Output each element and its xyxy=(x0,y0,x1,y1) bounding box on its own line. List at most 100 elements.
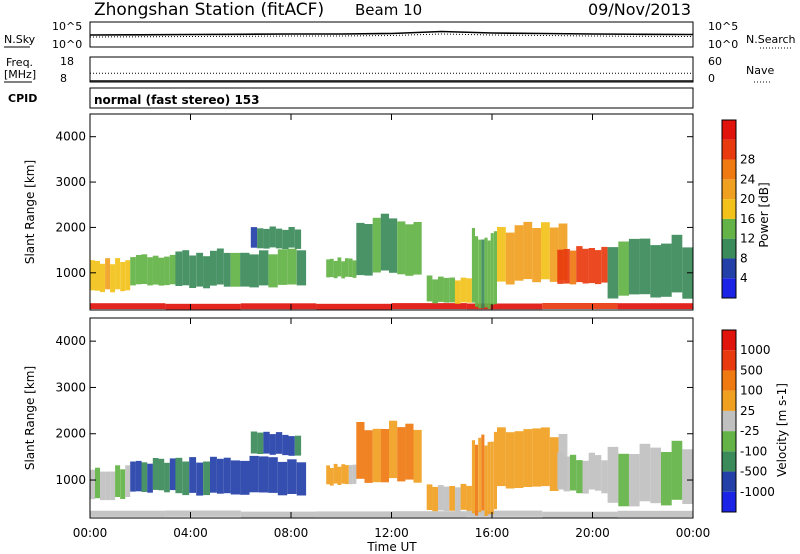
scatter-cell xyxy=(175,251,183,286)
scatter-cell xyxy=(263,228,270,249)
colorbar-swatch xyxy=(722,330,736,351)
scatter-cell xyxy=(389,218,398,273)
power-scatter xyxy=(90,213,693,310)
scatter-cell xyxy=(326,259,330,278)
scatter-cell xyxy=(438,485,444,511)
scatter-cell xyxy=(582,248,589,284)
scatter-cell xyxy=(356,222,365,276)
scatter-cell xyxy=(405,224,414,276)
scatter-cell xyxy=(282,229,289,250)
scatter-cell xyxy=(563,249,570,284)
scatter-cell xyxy=(341,261,346,279)
freq-tick-bottom: 8 xyxy=(60,72,67,85)
colorbar-swatch xyxy=(722,258,736,279)
frequency-panel: Freq. [MHz] 18 8 60 0 Nave xyxy=(4,55,774,85)
nave-tick-top: 60 xyxy=(708,55,722,68)
scatter-cell xyxy=(475,444,479,516)
scatter-cell xyxy=(130,461,136,492)
scatter-cell xyxy=(443,277,450,303)
noise-panel: N.Sky 10^5 10^0 10^5 10^0 N.Search xyxy=(4,20,796,51)
velocity-panel: 1000 2000 3000 4000 Slant Range [km] 1000 50… xyxy=(23,317,789,519)
scatter-cell xyxy=(316,303,392,310)
colorbar-tick-label: 20 xyxy=(740,192,755,206)
scatter-cell xyxy=(100,263,105,293)
colorbar-swatch xyxy=(722,471,736,492)
scatter-cell xyxy=(90,303,166,310)
scatter-cell xyxy=(487,240,491,309)
time-tick-label: 16:00 xyxy=(475,526,510,540)
scatter-cell xyxy=(95,261,100,291)
scatter-cell xyxy=(250,227,258,248)
y-tick-label: 4000 xyxy=(55,130,86,144)
scatter-cell xyxy=(175,457,183,494)
scatter-cell xyxy=(364,224,373,276)
scatter-cell xyxy=(466,278,472,303)
scatter-cell xyxy=(576,460,583,494)
scatter-cell xyxy=(282,434,289,456)
scatter-cell xyxy=(542,511,618,518)
scatter-cell xyxy=(601,460,608,494)
scatter-cell xyxy=(240,460,250,495)
scatter-cell xyxy=(356,422,365,479)
scatter-cell xyxy=(196,252,204,287)
scatter-cell xyxy=(481,434,485,511)
colorbar-swatch xyxy=(722,139,736,160)
scatter-cell xyxy=(259,250,269,286)
velocity-scatter xyxy=(90,420,693,518)
scatter-cell xyxy=(141,462,148,492)
scatter-cell xyxy=(380,213,389,271)
scatter-cell xyxy=(240,511,317,518)
colorbar-tick-label: -100 xyxy=(740,444,767,458)
scatter-cell xyxy=(682,449,693,504)
scatter-cell xyxy=(426,275,433,302)
noise-right-tick-bottom: 10^0 xyxy=(708,38,738,51)
scatter-cell xyxy=(196,462,204,496)
scatter-cell xyxy=(110,264,116,293)
scatter-cell xyxy=(380,429,389,483)
scatter-cell xyxy=(182,250,190,286)
scatter-cell xyxy=(90,469,95,500)
colorbar-tick-label: 12 xyxy=(740,232,755,246)
scatter-cell xyxy=(341,464,346,484)
time-axis-ticks: 00:00 04:00 08:00 12:00 16:00 20:00 00:00 xyxy=(73,114,710,540)
colorbar-swatch xyxy=(722,159,736,180)
scatter-cell xyxy=(105,258,111,290)
noise-left-tick-top: 10^5 xyxy=(52,20,82,33)
scatter-cell xyxy=(426,484,433,510)
y-tick-label: 3000 xyxy=(55,175,86,189)
y-tick-label: 1000 xyxy=(55,266,86,280)
time-tick-label: 00:00 xyxy=(73,526,108,540)
nave-label: Nave xyxy=(746,64,774,77)
scatter-cell xyxy=(249,455,259,493)
scatter-cell xyxy=(216,248,224,285)
scatter-cell xyxy=(165,303,241,310)
scatter-cell xyxy=(105,471,111,501)
scatter-cell xyxy=(541,222,550,280)
scatter-cell xyxy=(240,303,317,310)
scatter-cell xyxy=(650,245,661,298)
scatter-cell xyxy=(432,279,438,304)
colorbar-swatch xyxy=(722,451,736,472)
power-colorbar-label: Power [dB] xyxy=(757,182,771,247)
scatter-cell xyxy=(405,423,414,480)
scatter-cell xyxy=(345,258,349,277)
scatter-cell xyxy=(115,465,121,497)
cpid-panel: CPID normal (fast stereo) 153 xyxy=(8,87,694,109)
scatter-cell xyxy=(115,258,121,290)
scatter-cell xyxy=(364,430,373,483)
scatter-cell xyxy=(230,252,241,287)
scatter-cell xyxy=(329,468,334,486)
scatter-cell xyxy=(158,257,165,286)
scatter-cell xyxy=(120,262,126,292)
scatter-cell xyxy=(147,463,153,493)
scatter-cell xyxy=(269,226,276,248)
scatter-cell xyxy=(210,250,217,286)
scatter-cell xyxy=(125,260,131,291)
colorbar-swatch xyxy=(722,431,736,452)
y-tick-label: 1000 xyxy=(55,473,86,487)
scatter-cell xyxy=(372,428,381,483)
y-tick-label: 2000 xyxy=(55,427,86,441)
scatter-cell xyxy=(460,483,467,510)
scatter-cell xyxy=(352,260,357,278)
scatter-cell xyxy=(288,227,295,248)
